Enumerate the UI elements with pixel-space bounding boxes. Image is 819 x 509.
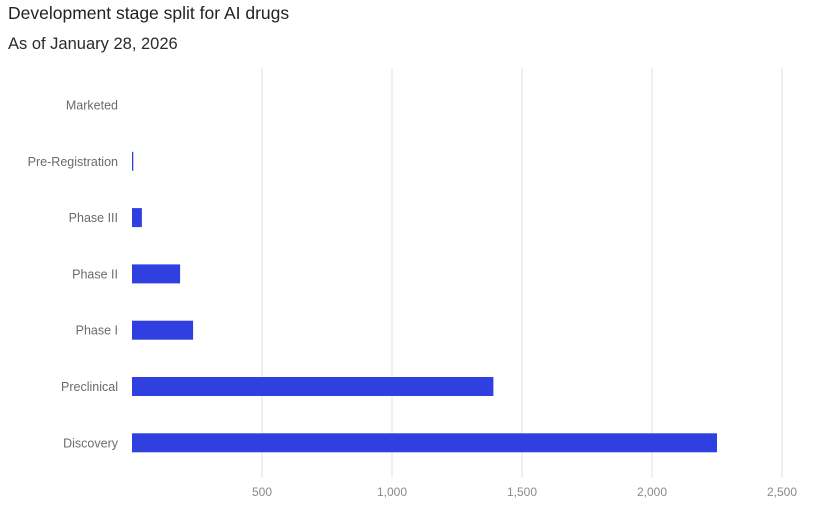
bar[interactable] — [132, 264, 181, 284]
gridlines — [261, 68, 783, 478]
category-labels: Marketed Pre-Registration Phase III Phase I… — [28, 99, 119, 451]
bars — [132, 151, 717, 453]
bar[interactable] — [132, 151, 134, 171]
x-axis-ticks: 500 1,000 1,500 2,000 2,500 — [252, 485, 797, 499]
bar[interactable] — [132, 433, 717, 453]
category-label: Discovery — [63, 436, 119, 450]
bar[interactable] — [132, 377, 494, 396]
bar[interactable] — [132, 208, 142, 228]
x-tick-label: 1,500 — [507, 485, 537, 499]
category-label: Phase III — [69, 211, 118, 225]
x-tick-label: 500 — [252, 485, 272, 499]
category-label: Preclinical — [61, 380, 118, 394]
chart-subtitle: As of January 28, 2026 — [8, 35, 178, 53]
x-tick-label: 2,000 — [637, 485, 667, 499]
bar[interactable] — [132, 320, 194, 340]
category-label: Phase II — [72, 267, 118, 281]
chart-title: Development stage split for AI drugs — [8, 3, 290, 23]
category-label: Marketed — [66, 99, 118, 113]
x-tick-label: 1,000 — [377, 485, 407, 499]
category-label: Pre-Registration — [28, 155, 118, 169]
x-tick-label: 2,500 — [767, 485, 797, 499]
category-label: Phase I — [76, 324, 118, 338]
